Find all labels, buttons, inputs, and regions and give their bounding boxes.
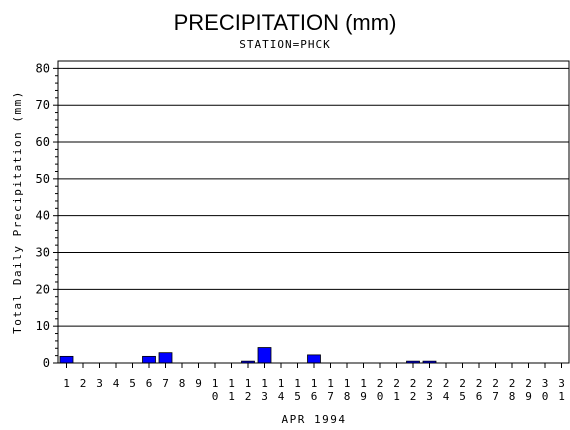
gridlines	[58, 67, 569, 327]
y-axis-label: Total Daily Precipitation (mm)	[11, 90, 24, 334]
x-tick-label: 5	[129, 377, 136, 390]
x-axis-label: APR 1994	[282, 413, 347, 426]
x-tick-label: 7	[162, 377, 169, 390]
y-tick-label: 70	[36, 98, 50, 112]
y-tick-label: 50	[36, 172, 50, 186]
y-tick-label: 0	[43, 356, 50, 370]
y-tick-label: 30	[36, 246, 50, 260]
bar-day-16	[307, 354, 321, 364]
y-tick-label: 40	[36, 209, 50, 223]
chart-subtitle: STATION=PHCK	[239, 38, 330, 51]
x-tick-label: 9	[195, 377, 202, 390]
bar-day-1	[59, 355, 74, 364]
x-tick-label: 8	[179, 377, 186, 390]
x-tick-label: 4	[113, 377, 120, 390]
x-tick-label: 1	[63, 377, 70, 390]
x-tick-label: 6	[146, 377, 153, 390]
chart-title: PRECIPITATION (mm)	[174, 10, 397, 35]
y-tick-label: 20	[36, 282, 50, 296]
x-tick-label: 2	[80, 377, 87, 390]
y-axis: 0 10 20 30 40 50 60 70 80	[36, 61, 58, 370]
x-tick-label: 3	[96, 377, 103, 390]
y-tick-label: 60	[36, 135, 50, 149]
bar-day-6	[142, 355, 156, 364]
y-tick-label: 10	[36, 319, 50, 333]
x-axis: 1 2 3 4 5 6 7 8 9 1 01 11 21 31 41 51 61 71 81 92 02 12 22 32 42…	[63, 363, 565, 403]
y-tick-label: 80	[36, 61, 50, 75]
plot-frame	[57, 60, 570, 364]
bar-day-13	[257, 347, 272, 364]
bar-day-7	[158, 352, 173, 364]
bars	[59, 347, 437, 364]
